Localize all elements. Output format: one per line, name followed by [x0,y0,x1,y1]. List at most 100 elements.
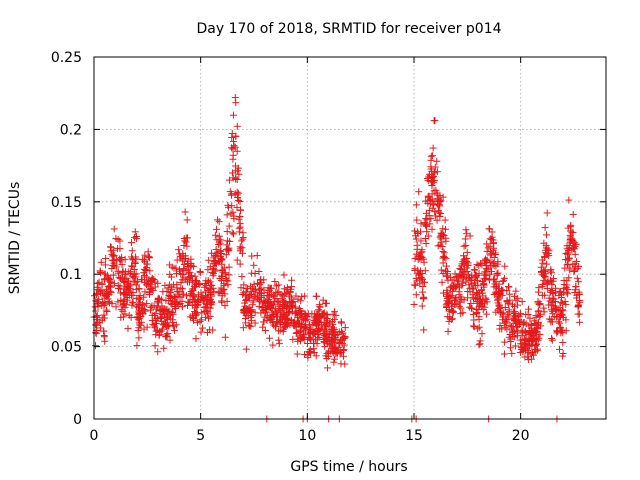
data-point [225,176,233,184]
data-point [95,278,103,286]
data-point [519,320,527,328]
data-point [101,314,109,322]
data-point [117,313,125,321]
data-point [492,251,500,259]
data-point [181,208,189,216]
data-point [501,303,509,311]
data-point [135,295,143,303]
data-point [449,308,457,316]
data-point [218,255,226,263]
data-point [456,265,464,273]
data-point [457,304,465,312]
data-point [412,291,420,299]
data-point [420,326,428,334]
data-point [254,279,262,287]
data-point [534,297,542,305]
data-point [325,322,333,330]
data-point [572,240,580,248]
data-point [440,252,448,260]
data-point [559,288,567,296]
data-point [303,340,311,348]
data-point [224,277,232,285]
data-point [221,290,229,298]
data-point [511,342,519,350]
data-point [549,310,557,318]
data-point [428,152,436,160]
data-point [526,314,534,322]
data-point [566,254,574,262]
data-point [517,340,525,348]
data-point [251,319,259,327]
data-point [550,295,558,303]
data-point [228,229,236,237]
data-point [136,313,144,321]
data-point [448,287,456,295]
data-point [261,308,269,316]
data-point [506,321,514,329]
data-point [279,328,287,336]
data-point [329,310,337,318]
data-point [205,256,213,264]
data-point [175,246,183,254]
data-point [285,297,293,305]
data-point [136,292,144,300]
data-point [228,190,236,198]
data-point [172,321,180,329]
data-point [503,325,511,333]
data-point [548,336,556,344]
data-point [571,263,579,271]
x-tick-label: 15 [405,428,423,444]
data-point [241,302,249,310]
data-point [535,307,543,315]
data-point [545,252,553,260]
data-point [218,298,226,306]
data-point [573,294,581,302]
data-point [239,235,247,243]
data-point [323,318,331,326]
data-point [191,308,199,316]
data-point [500,350,508,358]
data-point [457,272,465,280]
data-point [483,310,491,318]
data-point [221,302,229,310]
data-point [423,228,431,236]
data-point [488,228,496,236]
data-point [129,289,137,297]
data-point [168,263,176,271]
data-point [170,326,178,334]
data-point [313,335,321,343]
data-point [223,237,231,245]
data-point [288,276,296,284]
data-point [556,323,564,331]
data-point [210,288,218,296]
data-point [443,270,451,278]
data-point [559,352,567,360]
data-point [189,287,197,295]
data-point [189,314,197,322]
data-point [282,289,290,297]
data-point [556,304,564,312]
x-tick-label: 5 [196,428,205,444]
data-point [223,228,231,236]
data-point [269,321,277,329]
data-point [107,243,115,251]
data-point [513,301,521,309]
data-point [421,267,429,275]
data-point [475,341,483,349]
x-axis-label: GPS time / hours [290,459,407,475]
data-point [439,225,447,233]
data-point [417,220,425,228]
data-point [247,309,255,317]
data-point [427,163,435,171]
data-point [423,209,431,217]
data-point [129,272,137,280]
data-point [162,331,170,339]
data-point [518,298,526,306]
data-point [533,345,541,353]
data-point [548,334,556,342]
data-point [233,203,241,211]
y-tick-label: 0.15 [51,195,82,211]
data-point [538,282,546,290]
data-point [292,292,300,300]
data-point [532,340,540,348]
